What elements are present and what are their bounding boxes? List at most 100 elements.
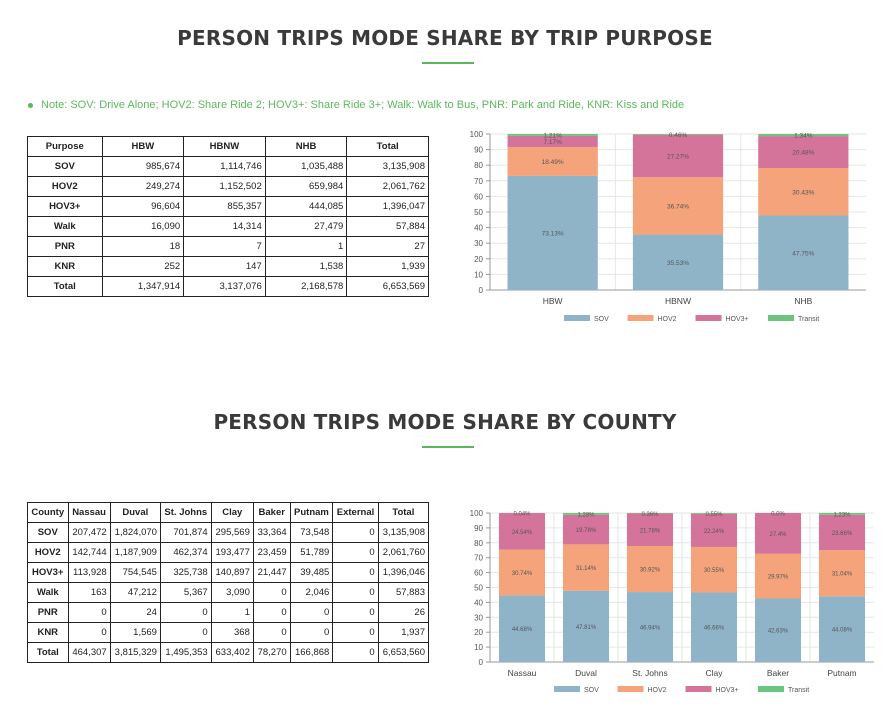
column-header: Baker xyxy=(252,502,291,523)
column-header: NHB xyxy=(264,136,348,157)
table-cell: 51,789 xyxy=(289,542,334,563)
table-row: HOV3+ 96,604 855,357 444,085 1,396,047 xyxy=(27,196,429,217)
bar-segment xyxy=(818,550,866,597)
y-tick-label: 10 xyxy=(474,270,483,279)
table-cell: 96,604 xyxy=(101,196,185,217)
table-cell: 0 xyxy=(252,622,291,643)
table-header-row: County Nassau Duval St. Johns Clay Baker Putna… xyxy=(27,502,430,523)
data-label: 23.66% xyxy=(832,531,853,537)
table-cell: 0 xyxy=(332,522,379,543)
table-cell: 295,569 xyxy=(210,522,254,543)
data-label: 19.78% xyxy=(576,528,597,534)
x-tick-label: St. Johns xyxy=(632,668,667,678)
table-cell: 1,824,070 xyxy=(109,522,161,543)
data-label: 18.49% xyxy=(542,159,564,166)
column-header: Purpose xyxy=(27,136,103,157)
title-underline xyxy=(422,446,474,448)
table-cell: 0 xyxy=(332,582,379,603)
y-tick-label: 10 xyxy=(474,643,483,652)
data-label: 20.48% xyxy=(792,150,814,157)
data-label: 22.24% xyxy=(704,529,725,535)
x-tick-label: HBW xyxy=(543,296,563,306)
data-label: 30.92% xyxy=(640,568,661,574)
table-cell: 701,874 xyxy=(159,522,212,543)
table-cell: 16,090 xyxy=(101,216,185,237)
y-tick-label: 0 xyxy=(479,286,484,295)
table-cell: 0 xyxy=(159,622,212,643)
column-header: County xyxy=(27,502,69,523)
table-cell: 78,270 xyxy=(252,642,291,663)
legend-label: HOV3+ xyxy=(726,316,749,323)
bar-segment xyxy=(626,592,674,662)
bar-segment xyxy=(562,512,610,515)
table-cell: 1,396,047 xyxy=(346,196,429,217)
table-row: KNR 252 147 1,538 1,939 xyxy=(27,256,429,277)
table-cell: 1,152,502 xyxy=(183,176,266,197)
legend-swatch xyxy=(627,315,654,321)
bar-segment xyxy=(754,553,802,599)
x-tick-label: Nassau xyxy=(508,668,537,678)
table-cell: 368 xyxy=(210,622,254,643)
table-cell: 39,485 xyxy=(289,562,334,583)
table-cell: 754,545 xyxy=(109,562,161,583)
column-header: Putnam xyxy=(289,502,334,523)
data-label: 21.78% xyxy=(640,528,661,534)
bar-segment xyxy=(562,544,610,591)
x-tick-label: Clay xyxy=(705,668,723,678)
table-cell: 0 xyxy=(332,642,379,663)
table-cell: 659,984 xyxy=(264,176,348,197)
bar-segment xyxy=(690,513,738,547)
data-label: 31.04% xyxy=(832,572,853,578)
table-cell: 252 xyxy=(101,256,185,277)
data-label: 1.28% xyxy=(577,512,595,518)
legend-swatch xyxy=(695,315,722,321)
y-tick-label: 100 xyxy=(470,509,484,518)
bar-segment xyxy=(626,513,674,514)
table-row: PNR 18 7 1 27 xyxy=(27,236,429,257)
table-cell: 27,479 xyxy=(264,216,348,237)
section-title-trip-purpose: PERSON TRIPS MODE SHARE BY TRIP PURPOSE xyxy=(177,26,713,50)
table-cell: 193,477 xyxy=(210,542,254,563)
column-header: Nassau xyxy=(67,502,111,523)
table-cell: 633,402 xyxy=(210,642,254,663)
table-cell: 1 xyxy=(210,602,254,623)
table-cell: 166,868 xyxy=(289,642,334,663)
table-row: Walk 163 47,212 5,367 3,090 0 2,046 0 57,883 xyxy=(27,582,430,603)
column-header: Total xyxy=(346,136,429,157)
table-cell: 1,396,046 xyxy=(377,562,430,583)
table-cell: 1,538 xyxy=(264,256,348,277)
table-cell: 0 xyxy=(289,602,334,623)
bar-segment xyxy=(632,234,724,290)
table-cell: 23,459 xyxy=(252,542,291,563)
table-cell: 18 xyxy=(101,236,185,257)
y-tick-label: 70 xyxy=(474,554,483,563)
table-cell: 3,137,076 xyxy=(183,276,266,297)
table-cell: 0 xyxy=(67,602,111,623)
table-cell: 0 xyxy=(159,602,212,623)
mode-note: Note: SOV: Drive Alone; HOV2: Share Ride… xyxy=(28,99,684,111)
bar-segment xyxy=(507,175,598,290)
table-cell: 0 xyxy=(332,602,379,623)
data-label: 27.27% xyxy=(667,153,689,160)
table-cell: 21,447 xyxy=(252,562,291,583)
y-tick-label: 20 xyxy=(474,628,483,637)
bar-segment xyxy=(754,598,802,662)
y-tick-label: 50 xyxy=(474,208,483,217)
data-label: 0.04% xyxy=(513,512,531,518)
table-cell: 6,653,560 xyxy=(377,642,430,663)
table-cell: 6,653,569 xyxy=(346,276,429,297)
table-row: Walk 16,090 14,314 27,479 57,884 xyxy=(27,216,429,237)
legend-label: HOV2 xyxy=(658,316,677,323)
data-label: 46.66% xyxy=(704,626,725,632)
table-cell: 26 xyxy=(377,602,430,623)
bar-segment xyxy=(626,545,674,593)
bar-segment xyxy=(758,134,849,137)
data-label: 30.43% xyxy=(792,189,814,196)
table-cell: 0 xyxy=(332,622,379,643)
data-label: 0.55% xyxy=(705,512,723,518)
data-label: 0.0% xyxy=(771,512,785,518)
table-cell: 3,815,329 xyxy=(109,642,161,663)
table-row: KNR 0 1,569 0 368 0 0 0 1,937 xyxy=(27,622,430,643)
y-tick-label: 80 xyxy=(474,161,483,170)
table-cell: 2,061,760 xyxy=(377,542,430,563)
